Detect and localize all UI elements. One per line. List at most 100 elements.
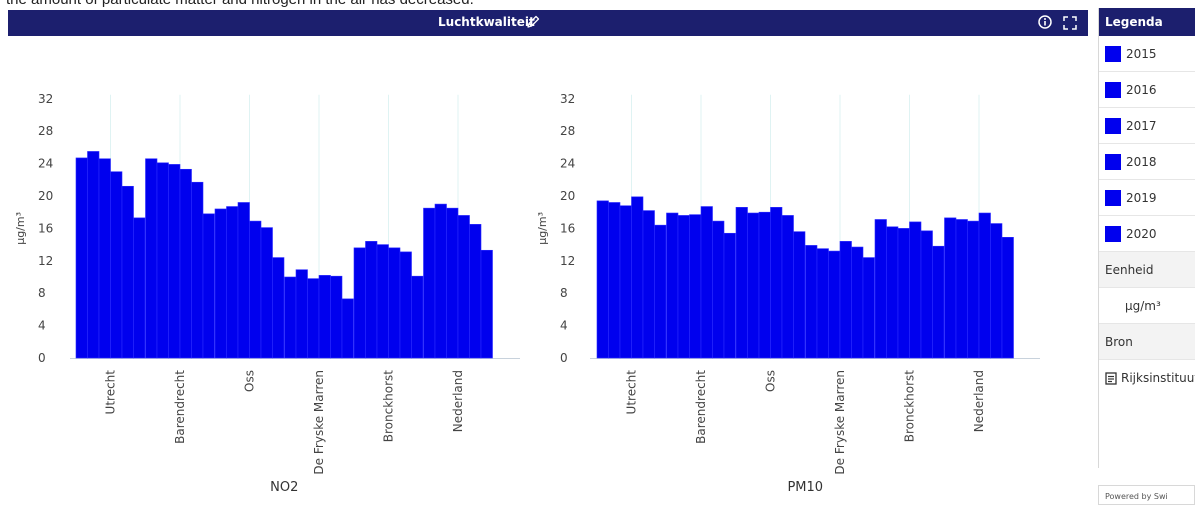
bar-2018-utrecht	[110, 171, 123, 359]
bar-2018-oss	[770, 207, 783, 359]
bar-2019-nederland	[469, 224, 482, 359]
bar-2017-bronckhorst	[897, 228, 910, 359]
x-tick-label: Bronckhorst	[382, 370, 396, 443]
bar-2019-utrecht	[642, 210, 655, 359]
y-tick-label: 24	[38, 157, 53, 171]
bar-2020-de-fryske-marren	[862, 257, 875, 359]
bar-2016-oss	[747, 212, 760, 359]
bar-2015-barendrecht	[666, 212, 679, 359]
bar-2018-barendrecht	[179, 168, 192, 359]
bar-2020-oss	[793, 231, 806, 359]
bar-2017-oss	[237, 202, 250, 359]
page-caption: the amount of particulate matter and nit…	[6, 0, 474, 8]
y-tick-label: 8	[560, 286, 568, 300]
bar-2020-nederland	[1001, 237, 1014, 359]
bar-2019-barendrecht	[712, 220, 725, 359]
unit-section-label: Eenheid	[1099, 252, 1195, 288]
legend-item-label: 2015	[1126, 46, 1157, 61]
legend-item-label: 2018	[1126, 154, 1157, 169]
bar-2020-bronckhorst	[411, 275, 424, 359]
x-axis-title: PM10	[787, 480, 823, 495]
x-tick-label: Nederland	[451, 370, 465, 432]
bar-2015-nederland	[944, 217, 957, 359]
bar-2017-utrecht	[619, 205, 632, 359]
bar-2016-barendrecht	[156, 162, 169, 359]
bar-2018-bronckhorst	[388, 247, 401, 359]
source-link[interactable]: Rijksinstituut	[1099, 360, 1195, 396]
bar-2016-utrecht	[87, 151, 100, 359]
y-tick-label: 20	[560, 189, 575, 203]
x-tick-label: De Fryske Marren	[312, 370, 326, 475]
bar-2020-barendrecht	[723, 232, 736, 359]
unit-value: µg/m³	[1099, 288, 1195, 324]
y-tick-label: 24	[560, 157, 575, 171]
legend-item-2017[interactable]: 2017	[1099, 108, 1195, 144]
y-tick-label: 0	[38, 351, 46, 365]
bar-2019-nederland	[990, 223, 1003, 359]
bar-2018-oss	[249, 220, 262, 359]
y-tick-label: 8	[38, 286, 46, 300]
bar-2016-utrecht	[608, 202, 621, 359]
legend-swatch	[1105, 189, 1121, 206]
legend-item-2019[interactable]: 2019	[1099, 180, 1195, 216]
y-tick-label: 16	[560, 221, 575, 235]
bar-2020-oss	[272, 257, 285, 359]
legend-item-2015[interactable]: 2015	[1099, 36, 1195, 72]
x-tick-label: Barendrecht	[173, 370, 187, 444]
powered-by-footer[interactable]: Powered by Swi	[1098, 485, 1195, 505]
bar-2018-nederland	[978, 212, 991, 359]
legend-swatch	[1105, 45, 1121, 62]
bar-2017-de-fryske-marren	[828, 250, 841, 359]
x-tick-label: Oss	[764, 370, 778, 392]
bar-2019-bronckhorst	[920, 230, 933, 359]
x-tick-label: Bronckhorst	[903, 370, 917, 443]
info-icon[interactable]	[1037, 14, 1053, 30]
bar-2015-utrecht	[596, 200, 609, 359]
source-section-label: Bron	[1099, 324, 1195, 360]
bar-2016-bronckhorst	[365, 241, 378, 359]
bar-2018-de-fryske-marren	[839, 241, 852, 359]
bar-2019-oss	[781, 215, 794, 359]
x-tick-label: Nederland	[972, 370, 986, 432]
bar-2015-bronckhorst	[874, 219, 887, 359]
y-tick-label: 32	[560, 92, 575, 106]
x-tick-label: Barendrecht	[694, 370, 708, 444]
charts-area: 0 4 8 12 16 20 24 28 32 µg/m³ Utrecht Barendrecht Os…	[14, 92, 1040, 495]
bar-2017-bronckhorst	[376, 244, 389, 359]
x-tick-label: Oss	[243, 370, 257, 392]
y-tick-label: 4	[560, 319, 568, 333]
bar-2015-bronckhorst	[353, 247, 366, 359]
bar-2020-bronckhorst	[932, 245, 945, 359]
pencil-icon[interactable]	[525, 14, 541, 30]
chart-title-bar: Luchtkwaliteit	[8, 10, 1088, 36]
y-tick-label: 4	[38, 319, 46, 333]
bar-2019-barendrecht	[191, 181, 204, 359]
bar-2018-barendrecht	[700, 206, 713, 359]
legend-item-2018[interactable]: 2018	[1099, 144, 1195, 180]
legend-title: Legenda	[1099, 8, 1195, 36]
legend-item-label: 2017	[1126, 118, 1157, 133]
legend-item-2016[interactable]: 2016	[1099, 72, 1195, 108]
bar-2019-bronckhorst	[399, 251, 412, 359]
bar-2016-oss	[226, 206, 239, 359]
bar-2015-nederland	[423, 207, 436, 359]
fullscreen-icon[interactable]	[1063, 15, 1077, 30]
bar-2016-barendrecht	[677, 215, 690, 359]
y-tick-label: 12	[38, 254, 53, 268]
bar-2019-de-fryske-marren	[851, 246, 864, 359]
legend-item-label: 2019	[1126, 190, 1157, 205]
bar-2017-de-fryske-marren	[307, 278, 320, 359]
bar-2020-utrecht	[654, 224, 667, 359]
legend-item-2020[interactable]: 2020	[1099, 216, 1195, 252]
bar-2015-utrecht	[75, 157, 88, 359]
legend-item-label: 2020	[1126, 226, 1157, 241]
bar-2016-nederland	[434, 203, 447, 359]
bar-2020-de-fryske-marren	[341, 298, 354, 359]
y-tick-label: 20	[38, 189, 53, 203]
bar-2019-de-fryske-marren	[330, 275, 343, 359]
chart-title: Luchtkwaliteit	[438, 15, 535, 29]
bar-2018-de-fryske-marren	[318, 275, 331, 359]
bar-2018-bronckhorst	[909, 221, 922, 359]
y-tick-label: 12	[560, 254, 575, 268]
x-tick-label: De Fryske Marren	[833, 370, 847, 475]
